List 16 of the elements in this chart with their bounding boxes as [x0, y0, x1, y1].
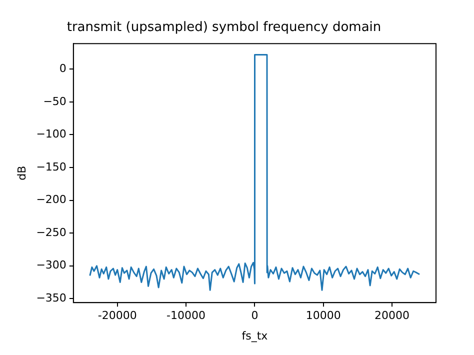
y-tick-label: 0	[59, 62, 66, 76]
y-axis-title: dB	[15, 166, 28, 180]
x-tick-label: 0	[251, 309, 258, 322]
x-tick-label: -20000	[98, 309, 137, 322]
y-tick-label: −150	[36, 160, 66, 174]
x-tick-label: 10000	[306, 309, 341, 322]
y-tick-label: −50	[43, 94, 66, 108]
x-tick-label: 20000	[374, 309, 410, 322]
y-tick-label: −250	[36, 226, 66, 239]
chart-title: transmit (upsampled) symbol frequency domain	[66, 20, 382, 36]
y-tick-label: −350	[36, 292, 66, 305]
y-tick-label: −100	[36, 128, 66, 141]
y-tick-label: −300	[36, 258, 66, 272]
x-tick-label: -10000	[166, 309, 206, 322]
x-axis-title: fs_tx	[242, 329, 268, 342]
y-tick-label: −200	[36, 193, 66, 206]
